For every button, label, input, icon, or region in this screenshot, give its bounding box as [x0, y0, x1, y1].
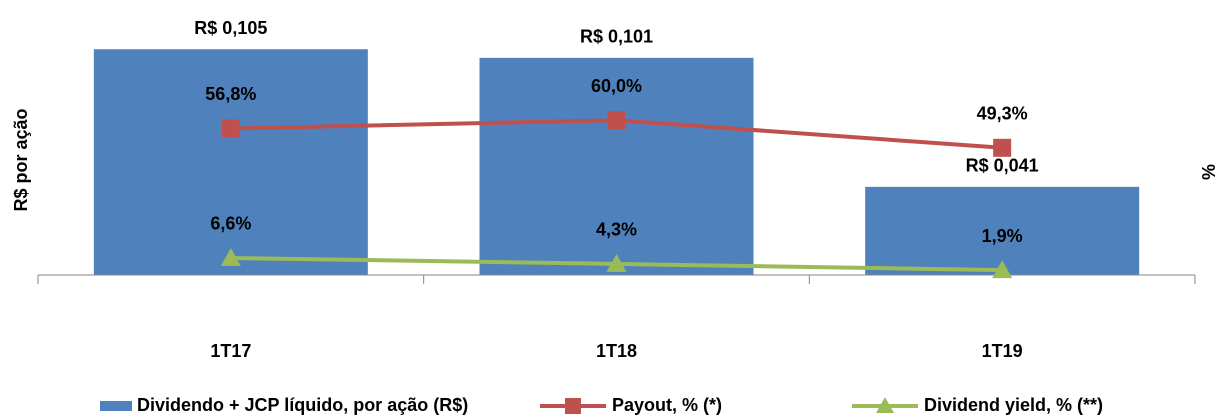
line-marker: [993, 138, 1012, 157]
bar-value-label: R$ 0,101: [580, 27, 653, 47]
legend-marker: [876, 397, 894, 413]
y-axis-title: R$ por ação: [11, 108, 31, 211]
line-value-label: 1,9%: [982, 226, 1023, 246]
line-value-label: 4,3%: [596, 220, 637, 240]
bar-value-label: R$ 0,041: [966, 156, 1039, 176]
legend-label: Payout, % (*): [612, 395, 722, 415]
line-value-label: 56,8%: [205, 84, 256, 104]
line-marker: [221, 119, 240, 138]
bar: [93, 49, 368, 275]
legend-label: Dividend yield, % (**): [924, 395, 1103, 415]
line-marker: [992, 260, 1013, 279]
legend-swatch: [100, 401, 132, 411]
x-tick-label: 1T19: [982, 341, 1023, 361]
line-value-label: 6,6%: [210, 214, 251, 234]
line-value-label: 49,3%: [977, 104, 1028, 124]
y2-axis-title: %: [1199, 164, 1219, 180]
line-marker: [606, 253, 627, 272]
legend-label: Dividendo + JCP líquido, por ação (R$): [137, 395, 468, 415]
bar: [479, 57, 754, 275]
line-marker: [607, 111, 626, 130]
line-value-label: 60,0%: [591, 76, 642, 96]
bar-value-label: R$ 0,105: [194, 18, 267, 38]
line-marker: [220, 247, 241, 266]
x-tick-label: 1T17: [210, 341, 251, 361]
legend-marker: [565, 398, 581, 414]
x-tick-label: 1T18: [596, 341, 637, 361]
